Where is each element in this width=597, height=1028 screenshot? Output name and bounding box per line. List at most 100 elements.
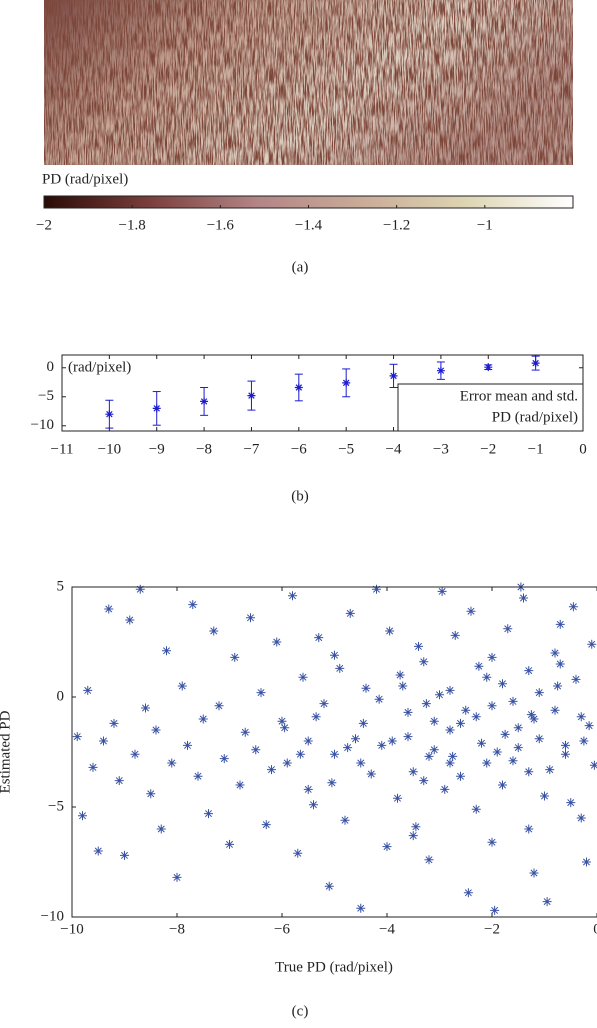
scatter-point	[471, 804, 481, 814]
mean-marker	[247, 391, 256, 400]
scatter-point	[219, 754, 229, 764]
legend-label: Error mean and std.	[460, 388, 578, 404]
legend-note: PD (rad/pixel)	[492, 409, 578, 425]
scatter-point	[277, 716, 287, 726]
mean-marker	[105, 410, 114, 419]
scatter-point	[576, 712, 586, 722]
scatter-point	[293, 848, 303, 858]
scatter-point	[555, 619, 565, 629]
scatter-point	[395, 670, 405, 680]
scatter-point	[445, 685, 455, 695]
scatter-point	[456, 771, 465, 781]
y-tick-label: −5	[48, 798, 64, 814]
scatter-point	[471, 712, 481, 722]
caption: (a)	[292, 259, 309, 275]
x-tick-label: −11	[51, 441, 74, 457]
scatter-point	[282, 758, 292, 768]
scatter-point	[358, 718, 368, 728]
scatter-point	[240, 727, 250, 737]
scatter-point	[198, 714, 208, 724]
y-axis-label: (rad/pixel)	[68, 359, 131, 375]
y-tick-label: −10	[31, 417, 54, 433]
scatter-point	[251, 745, 261, 755]
x-tick-label: −2	[36, 217, 52, 233]
scatter-point	[524, 666, 534, 676]
scatter-point	[513, 743, 523, 753]
scatter-point	[167, 758, 177, 768]
scatter-point	[555, 659, 565, 669]
scatter-point	[172, 872, 182, 882]
scatter-point	[327, 778, 337, 788]
scatter-point	[456, 718, 465, 728]
scatter-point	[235, 780, 245, 790]
scatter-point	[421, 699, 431, 709]
x-axis-label: True PD (rad/pixel)	[275, 959, 393, 975]
scatter-point	[429, 745, 439, 755]
scatter-point	[374, 694, 384, 704]
scatter-point	[584, 721, 594, 731]
scatter-point	[566, 798, 576, 808]
scatter-point	[356, 903, 366, 913]
scatter-point	[445, 725, 455, 735]
scatter-point	[466, 606, 476, 616]
scatter-point	[309, 800, 318, 810]
scatter-point	[519, 593, 528, 603]
scatter-point	[419, 657, 429, 667]
pd-image	[44, 0, 573, 165]
scatter-point	[542, 897, 552, 907]
scatter-point	[498, 679, 507, 689]
scatter-point	[256, 688, 266, 698]
x-tick-label: −7	[243, 441, 259, 457]
y-tick-label: 0	[47, 359, 55, 375]
scatter-point	[424, 751, 434, 761]
scatter-point	[474, 661, 484, 671]
scatter-point	[529, 868, 539, 878]
scatter-point	[440, 784, 450, 794]
y-axis-label: Estimated PD	[0, 710, 13, 793]
scatter-point	[461, 705, 471, 715]
x-tick-label: 0	[593, 921, 597, 937]
scatter-point	[408, 831, 418, 841]
scatter-point	[550, 705, 560, 715]
scatter-point	[377, 740, 387, 750]
scatter-point	[571, 674, 581, 684]
scatter-point	[503, 624, 513, 634]
legend-box	[397, 383, 584, 432]
mean-marker	[152, 404, 161, 413]
scatter-point	[576, 813, 586, 823]
scatter-point	[492, 747, 502, 757]
y-tick-label: 0	[57, 688, 65, 704]
scatter-point	[508, 756, 518, 766]
scatter-point	[209, 626, 219, 636]
mean-marker	[389, 371, 398, 380]
scatter-point	[151, 725, 161, 735]
scatter-point	[435, 690, 444, 700]
scatter-point	[526, 710, 536, 720]
scatter-point	[403, 732, 413, 742]
x-tick-label: −1.8	[119, 217, 146, 233]
x-tick-label: −4	[379, 921, 395, 937]
scatter-point	[398, 681, 408, 691]
scatter-point	[382, 842, 392, 852]
scatter-point	[351, 734, 360, 744]
x-tick-label: −10	[60, 921, 83, 937]
scatter-point	[125, 615, 135, 625]
mean-marker	[342, 378, 351, 387]
scatter-point	[361, 683, 371, 693]
scatter-point	[408, 767, 418, 777]
scatter-point	[114, 776, 124, 786]
scatter-point	[183, 740, 192, 750]
scatter-point	[162, 646, 171, 656]
scatter-point	[109, 718, 119, 728]
scatter-point	[366, 769, 376, 779]
scatter-point	[487, 701, 497, 711]
scatter-point	[498, 780, 507, 790]
mean-marker	[294, 383, 303, 392]
scatter-point	[372, 584, 381, 594]
scatter-point	[356, 758, 366, 768]
scatter-point	[72, 732, 82, 742]
scatter-point	[104, 604, 114, 614]
scatter-point	[424, 855, 434, 865]
scatter-point	[482, 758, 492, 768]
